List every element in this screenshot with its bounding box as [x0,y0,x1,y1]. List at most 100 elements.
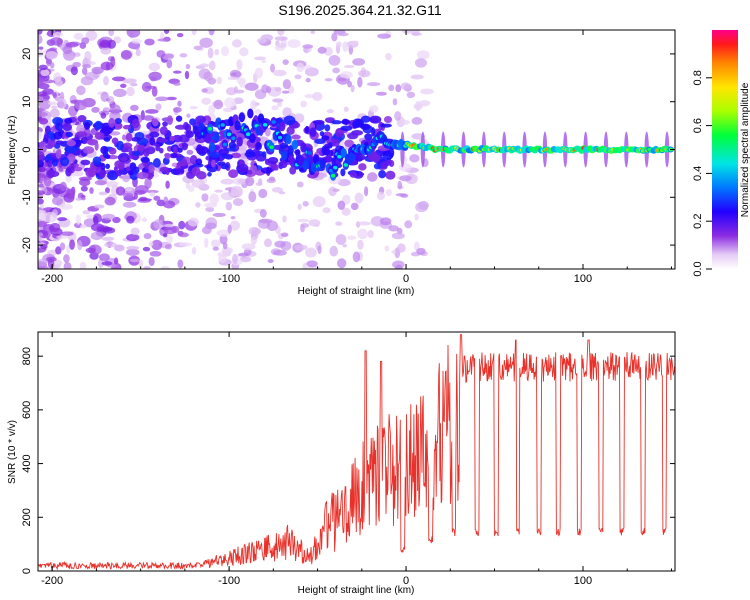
spectrogram-noise-cell [366,172,378,182]
spectrogram-noise-cell [227,224,232,234]
spectrogram-noise-cell [131,38,142,44]
spectrogram-noise-cell [108,30,115,37]
spectrogram-band-cell [218,148,229,156]
spectrogram-noise-cell [38,190,46,196]
spectrogram-noise-cell [38,30,43,35]
spectrogram-noise-cell [38,130,43,140]
spectrogram-band-cell [131,137,141,142]
spectrogram-noise-cell [409,154,420,163]
spectrogram-noise-cell [201,88,208,93]
spectrogram-noise-cell [221,46,230,57]
spectrogram-band-cell [55,149,62,159]
spectrogram-noise-cell [317,245,322,255]
spectrogram-noise-cell [193,45,203,51]
spectrogram-noise-cell [391,250,397,254]
spectrogram-noise-cell [195,202,201,208]
spectrogram-ridge-core [246,132,251,136]
spectrogram-noise-cell [148,62,160,72]
spectrogram-noise-cell [126,30,141,38]
spectrogram-noise-cell [238,252,250,257]
spectrogram-band-cell [144,160,150,171]
spectrogram-noise-cell [155,103,162,111]
spectrogram-band-cell [65,146,77,154]
spectrogram-noise-cell [312,91,323,101]
spectrogram-noise-cell [399,119,410,126]
spectrogram-noise-cell [281,232,289,238]
spectrogram-noise-cell [225,201,233,211]
spectrogram-band-cell [331,138,340,147]
spectrogram-noise-cell [122,134,127,141]
spectrogram-noise-cell [49,108,60,119]
spectrogram-noise-cell [186,149,194,155]
spectrogram-ridge-cell [340,148,347,159]
spectrogram-band-cell [309,127,317,138]
figure-title: S196.2025.364.21.32.G11 [278,2,441,18]
spectrogram-ridge-cell [285,134,292,145]
spectrogram-noise-cell [86,214,95,219]
spectrogram-ridge-core [269,145,274,149]
spectrogram-noise-cell [282,79,292,90]
spectrogram-band-cell [211,159,216,168]
spectrogram-noise-cell [255,182,263,186]
spectrogram-noise-cell [143,266,151,269]
spectrogram-noise-cell [256,37,267,44]
spectrogram-noise-cell [369,105,379,113]
spectrogram-noise-cell [76,124,87,134]
spectrogram-band-cell [114,160,125,169]
spectrogram-noise-cell [258,188,268,199]
spectrogram-noise-cell [112,216,121,224]
spectrogram-band-cell [385,170,396,180]
spectrogram-noise-cell [232,198,244,207]
spectrogram-ridge-cell [291,139,299,150]
spectrogram-noise-cell [204,237,209,248]
spectrogram-noise-cell [38,111,48,117]
spectrogram-band-cell [261,151,267,158]
spectrogram-noise-cell [63,262,72,269]
spectrogram-band-cell [137,143,145,152]
spectrogram-noise-cell [341,207,351,216]
spectrogram-noise-cell [80,76,94,86]
spectrogram-noise-cell [276,43,287,49]
spectrogram-noise-cell [144,38,155,46]
spectrogram-noise-cell [267,259,274,264]
spectrogram-noise-cell [89,187,94,195]
spectrogram-noise-cell [210,239,221,248]
spectrogram-noise-cell [357,239,364,250]
spectrogram-noise-cell [332,188,340,192]
spectrogram-noise-cell [271,187,283,193]
spectrogram-ridge-core [271,120,276,124]
spectrogram-band-cell [125,166,131,172]
spectrogram-noise-cell [411,117,423,125]
spectrogram-noise-cell [130,82,138,87]
spectrogram-noise-cell [113,257,119,265]
spectrogram-band-cell [155,143,161,152]
spectrogram-band-cell [123,146,133,153]
spectrogram-noise-cell [76,85,86,96]
spectrogram-ridge-cell [234,120,241,131]
spectrogram-noise-cell [343,64,355,69]
spectrogram-noise-cell [411,32,422,36]
spectrogram-noise-cell [113,88,127,98]
spectrogram-noise-cell [310,30,316,34]
spectrogram-noise-cell [91,106,100,113]
spectrogram-noise-cell [404,220,413,229]
spectrogram-ridge-core [277,135,283,140]
spectrogram-noise-cell [297,218,310,223]
spectrogram-noise-cell [128,236,134,240]
spectrogram-noise-cell [414,58,427,68]
spectrogram-noise-cell [394,111,402,121]
spectrogram-ridge-cell [236,136,243,147]
spectrogram-noise-cell [173,82,181,86]
spectrogram-noise-cell [296,181,304,188]
spectrogram-noise-cell [93,204,105,209]
spectrogram-noise-cell [207,47,214,59]
spectrogram-ridge-cell [196,144,203,155]
spectrogram-noise-cell [264,127,271,137]
spectrogram-noise-cell [332,67,341,74]
spectrogram-noise-cell [94,180,107,186]
spectrogram-noise-cell [75,197,83,201]
spectrogram-noise-cell [306,260,318,268]
spectrogram-noise-cell [80,224,87,229]
